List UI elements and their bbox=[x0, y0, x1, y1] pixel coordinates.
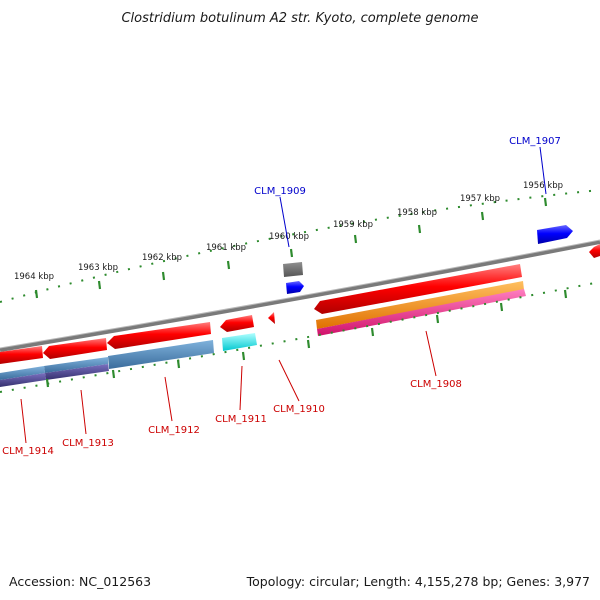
band-navy-1914 bbox=[0, 373, 46, 387]
major-tick bbox=[176, 359, 181, 369]
cds-clm-1913[interactable] bbox=[43, 338, 107, 359]
kbp-label: 1962 kbp bbox=[142, 253, 182, 263]
gene-label-clm-1911[interactable]: CLM_1911 bbox=[215, 414, 267, 425]
gene-label-clm-1914[interactable]: CLM_1914 bbox=[2, 446, 54, 457]
cds-gray-box[interactable] bbox=[283, 262, 303, 277]
gene-label-clm-1913[interactable]: CLM_1913 bbox=[62, 438, 114, 449]
kbp-label: 1958 kbp bbox=[397, 208, 437, 218]
major-tick bbox=[97, 280, 102, 290]
band-orange bbox=[316, 281, 524, 329]
inner-major-ticks bbox=[45, 289, 568, 388]
cds-blue-small[interactable] bbox=[286, 281, 304, 294]
leader-clm-1911 bbox=[239, 365, 243, 411]
gene-label-clm-1912[interactable]: CLM_1912 bbox=[148, 425, 200, 436]
lower-features bbox=[0, 264, 526, 387]
kbp-label: 1963 kbp bbox=[78, 263, 118, 273]
major-tick bbox=[353, 234, 358, 244]
major-tick bbox=[499, 302, 504, 312]
major-tick bbox=[226, 260, 231, 270]
major-tick bbox=[111, 369, 116, 379]
major-tick bbox=[161, 271, 166, 281]
gene-label-clm-1907[interactable]: CLM_1907 bbox=[509, 136, 561, 147]
major-tick bbox=[241, 351, 246, 361]
leader-clm-1910 bbox=[278, 359, 300, 402]
band-cyan bbox=[222, 333, 257, 351]
cds-clm-1908[interactable] bbox=[314, 264, 522, 314]
map-title: Clostridium botulinum A2 str. Kyoto, com… bbox=[121, 11, 478, 26]
accession-text: Accession: NC_012563 bbox=[9, 574, 151, 589]
major-tick bbox=[34, 289, 39, 299]
band-navy-1913 bbox=[45, 364, 109, 380]
genome-backbone bbox=[0, 240, 600, 352]
leader-clm-1914 bbox=[20, 398, 27, 444]
major-tick bbox=[289, 248, 294, 258]
major-tick bbox=[306, 339, 311, 349]
leader-clm-1909 bbox=[279, 196, 290, 248]
band-steelblue-1913 bbox=[44, 357, 108, 373]
kbp-label: 1959 kbp bbox=[333, 220, 373, 230]
leader-clm-1912 bbox=[164, 376, 173, 422]
gene-label-clm-1910[interactable]: CLM_1910 bbox=[273, 404, 325, 415]
cds-clm-1907[interactable] bbox=[537, 225, 573, 244]
band-steelblue-1912 bbox=[108, 340, 214, 369]
gene-label-clm-1908[interactable]: CLM_1908 bbox=[410, 379, 462, 390]
leader-clm-1907 bbox=[539, 146, 547, 195]
forward-features bbox=[283, 225, 600, 294]
major-tick bbox=[417, 224, 422, 234]
major-tick bbox=[435, 314, 440, 324]
genome-summary-text: Topology: circular; Length: 4,155,278 bp… bbox=[246, 574, 590, 589]
band-steelblue-1914 bbox=[0, 366, 45, 380]
outer-major-ticks bbox=[34, 197, 548, 299]
genome-backbone-highlight bbox=[0, 239, 600, 349]
cds-clm-1914[interactable] bbox=[0, 346, 43, 364]
cds-clm-1912[interactable] bbox=[107, 322, 211, 349]
kbp-labels: 1964 kbp 1963 kbp 1962 kbp 1961 kbp 1960… bbox=[14, 181, 563, 282]
cds-red-right-edge[interactable] bbox=[589, 244, 600, 258]
major-tick bbox=[480, 211, 485, 221]
band-magenta bbox=[317, 289, 526, 336]
major-tick bbox=[563, 289, 568, 299]
leader-clm-1913 bbox=[80, 389, 87, 435]
major-tick bbox=[543, 197, 548, 207]
leader-clm-1908 bbox=[425, 330, 437, 377]
major-tick bbox=[370, 327, 375, 337]
kbp-label: 1957 kbp bbox=[460, 194, 500, 204]
kbp-label: 1956 kbp bbox=[523, 181, 563, 191]
kbp-label: 1964 kbp bbox=[14, 272, 54, 282]
gene-labels: CLM_1907 CLM_1909 CLM_1908 CLM_1910 CLM_… bbox=[2, 136, 561, 457]
gene-label-clm-1909[interactable]: CLM_1909 bbox=[254, 186, 306, 197]
major-tick bbox=[45, 378, 50, 388]
cds-clm-1911[interactable] bbox=[220, 315, 254, 332]
leader-lines bbox=[20, 146, 547, 444]
kbp-label: 1960 kbp bbox=[269, 232, 309, 242]
cds-clm-1910[interactable] bbox=[268, 312, 275, 324]
kbp-label: 1961 kbp bbox=[206, 243, 246, 253]
inner-scale-arc bbox=[0, 281, 600, 393]
